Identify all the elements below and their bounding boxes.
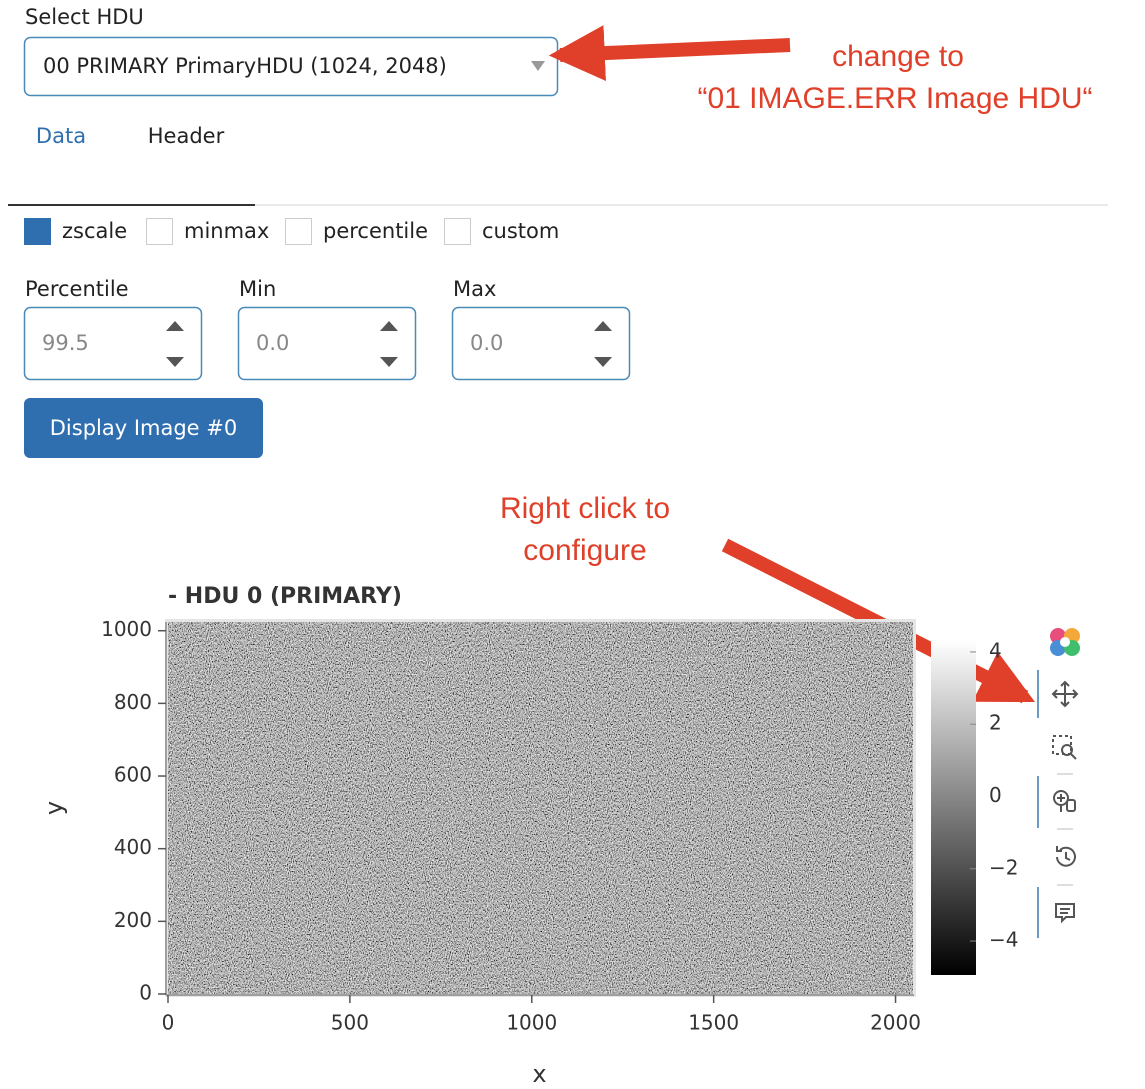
- colorbar-tick-label: 0: [989, 783, 1002, 807]
- colorbar: [931, 640, 976, 975]
- input-label: Max: [453, 277, 496, 301]
- colorbar-tick-label: 2: [989, 711, 1002, 735]
- hover-tool[interactable]: [1056, 904, 1074, 921]
- button-label: Display Image #0: [50, 416, 237, 440]
- x-tick-label: 0: [162, 1011, 175, 1035]
- y-tick-label: 400: [114, 835, 152, 859]
- checkbox[interactable]: [286, 219, 312, 245]
- y-tick-label: 800: [114, 690, 152, 714]
- checkbox-label: custom: [482, 219, 559, 243]
- colorbar-tick-label: −2: [989, 855, 1018, 879]
- input-value: 0.0: [470, 331, 503, 355]
- annotation: “01 IMAGE.ERR Image HDU“: [697, 82, 1092, 115]
- select-value: 00 PRIMARY PrimaryHDU (1024, 2048): [43, 54, 447, 78]
- checkbox-label: zscale: [62, 219, 127, 243]
- arrow: [560, 45, 790, 55]
- checkbox[interactable]: [445, 219, 471, 245]
- toolbar: [1038, 628, 1080, 938]
- image: [168, 622, 913, 994]
- y-tick-label: 200: [114, 908, 152, 932]
- colorbar-tick-label: 4: [989, 638, 1002, 662]
- tab[interactable]: Data: [36, 124, 86, 148]
- checkbox[interactable]: [147, 219, 173, 245]
- y-tick-label: 1000: [101, 617, 152, 641]
- y-axis-label: y: [40, 801, 68, 815]
- input-label: Min: [239, 277, 276, 301]
- x-tick-label: 1000: [506, 1011, 557, 1035]
- y-tick-label: 0: [139, 981, 152, 1005]
- image-plot: - HDU 0 (PRIMARY) 0 500 1000 1500 2000 0 200 400…: [40, 584, 1018, 1088]
- annotation: change to: [832, 40, 964, 73]
- input-value: 99.5: [42, 331, 89, 355]
- bokeh-logo: [1050, 628, 1080, 656]
- chart-title: - HDU 0 (PRIMARY): [168, 584, 402, 609]
- x-tick-label: 2000: [870, 1011, 921, 1035]
- checkbox-label: minmax: [184, 219, 269, 243]
- input-value: 0.0: [256, 331, 289, 355]
- checkbox-label: percentile: [323, 219, 428, 243]
- tab[interactable]: Header: [148, 124, 225, 148]
- annotation: configure: [523, 534, 646, 567]
- colorbar-tick-label: −4: [989, 928, 1018, 952]
- x-axis-label: x: [532, 1060, 546, 1088]
- reset-tool[interactable]: [1057, 846, 1075, 866]
- x-tick-label: 500: [331, 1011, 369, 1035]
- pan-tool[interactable]: [1053, 682, 1077, 706]
- checkbox[interactable]: [25, 219, 51, 245]
- page: Select HDU 00 PRIMARY PrimaryHDU (1024, …: [0, 0, 1145, 1089]
- x-tick-label: 1500: [688, 1011, 739, 1035]
- select-label: Select HDU: [25, 5, 144, 29]
- app: Select HDU 00 PRIMARY PrimaryHDU (1024, …: [0, 0, 1145, 1089]
- annotation: Right click to: [500, 492, 670, 525]
- y-tick-label: 600: [114, 763, 152, 787]
- input-label: Percentile: [25, 277, 129, 301]
